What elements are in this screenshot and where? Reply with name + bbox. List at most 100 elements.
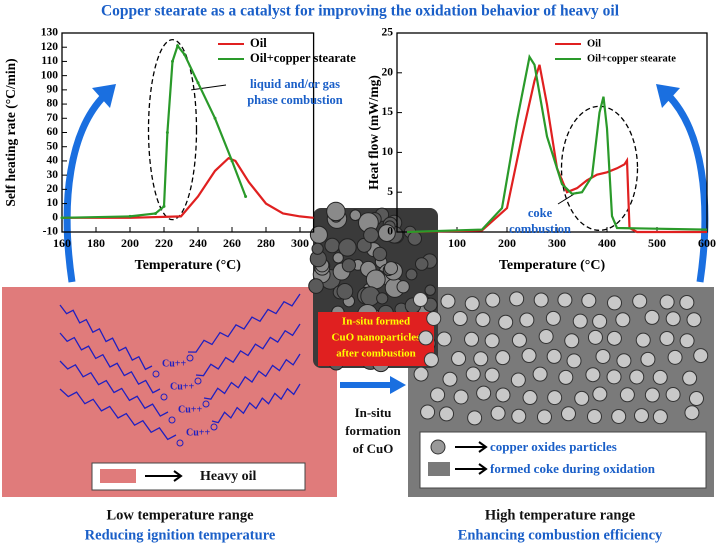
- x-tick-label: 500: [648, 236, 666, 250]
- y-tick-label: 25: [382, 27, 394, 39]
- particle: [606, 295, 622, 311]
- sem-grain: [424, 284, 436, 296]
- particle: [644, 309, 660, 325]
- particle: [430, 387, 446, 403]
- y-axis-label: Heat flow (mW/mg): [366, 75, 381, 190]
- particle: [682, 370, 698, 386]
- legend-label: copper oxides particles: [490, 439, 617, 454]
- particle: [412, 292, 428, 308]
- oxygen: [168, 416, 176, 424]
- legend-arrow: [455, 441, 488, 475]
- particle: [686, 312, 702, 328]
- x-tick-label: 260: [223, 236, 241, 250]
- y-tick-label: 0: [52, 211, 58, 223]
- particle: [546, 348, 562, 364]
- sem-grain: [376, 292, 389, 305]
- particle: [476, 385, 492, 401]
- chain: [195, 323, 301, 377]
- particle: [495, 350, 511, 366]
- curved-arrow: [63, 92, 108, 283]
- sem-grain: [372, 246, 388, 262]
- caption: Low temperature range: [106, 507, 254, 523]
- legend-label: Oil+copper stearate: [587, 53, 676, 64]
- highlight: [147, 39, 198, 221]
- legend-label: Oil+copper stearate: [250, 51, 356, 65]
- x-tick-label: 220: [155, 236, 173, 250]
- particle: [611, 408, 627, 424]
- annotation: coke combustion: [509, 206, 571, 236]
- particle: [464, 331, 480, 347]
- sem-grain: [349, 209, 362, 222]
- particle: [581, 292, 597, 308]
- oxygen: [176, 439, 184, 447]
- formation-text: In-situ: [355, 405, 392, 420]
- particle: [632, 293, 648, 309]
- sem-grain: [336, 283, 354, 300]
- particle: [665, 311, 681, 327]
- chain: [59, 332, 161, 394]
- sem-grain: [326, 201, 346, 222]
- particle: [436, 331, 452, 347]
- chain: [211, 383, 301, 424]
- y-tick-label: 10: [382, 146, 394, 158]
- legend-label: Oil: [587, 38, 601, 49]
- particle: [439, 406, 455, 422]
- x-tick-label: 280: [257, 236, 275, 250]
- cu-label: Cu++: [186, 427, 210, 438]
- y-axis-label: Self heating rate (°C/min): [3, 58, 18, 206]
- point: [154, 212, 157, 216]
- particle: [606, 369, 622, 385]
- point: [196, 81, 200, 85]
- series-line: [406, 53, 708, 234]
- particle: [679, 294, 695, 310]
- plot-frame: [396, 32, 708, 233]
- y-tick-label: 70: [47, 112, 59, 124]
- particle: [490, 405, 506, 421]
- particle: [475, 312, 491, 328]
- y-tick-label: 40: [47, 155, 59, 167]
- oxygen: [210, 423, 218, 431]
- x-axis-label: Temperature (°C): [499, 258, 606, 273]
- particle: [532, 366, 548, 382]
- series-line: [406, 64, 707, 234]
- point: [162, 204, 166, 208]
- chain: [59, 360, 169, 417]
- sem-label: after combustion: [336, 348, 416, 360]
- series-line: [61, 43, 247, 219]
- particle: [423, 352, 439, 368]
- particle: [519, 312, 535, 328]
- particle: [484, 367, 500, 383]
- particle: [467, 410, 483, 426]
- particle: [452, 311, 468, 327]
- y-tick-label: 120: [41, 41, 59, 53]
- particle: [511, 332, 527, 348]
- point: [244, 194, 248, 198]
- particle: [545, 310, 561, 326]
- sem-grain: [324, 237, 340, 254]
- y-tick-label: 80: [47, 98, 59, 110]
- sem-grain: [396, 280, 410, 294]
- particle: [688, 391, 704, 407]
- point: [128, 214, 132, 218]
- x-tick-label: 600: [698, 236, 716, 250]
- sem-grain: [365, 269, 386, 290]
- particle: [464, 296, 480, 312]
- x-tick-label: 400: [598, 236, 616, 250]
- particle: [558, 369, 574, 385]
- formation-text: formation: [345, 423, 401, 438]
- x-tick-label: 100: [448, 236, 466, 250]
- sem-grain: [309, 225, 328, 244]
- formation-text: of CuO: [353, 441, 394, 456]
- particle: [451, 351, 467, 367]
- cu-label: Cu++: [170, 381, 194, 392]
- sem-grain: [332, 252, 344, 264]
- y-tick-label: 20: [382, 66, 394, 78]
- particle: [495, 387, 511, 403]
- arrow-head: [92, 84, 116, 108]
- particle: [522, 390, 538, 406]
- oxygen: [152, 370, 160, 378]
- particle: [616, 353, 632, 369]
- caption: High temperature range: [485, 507, 636, 523]
- particle: [485, 292, 501, 308]
